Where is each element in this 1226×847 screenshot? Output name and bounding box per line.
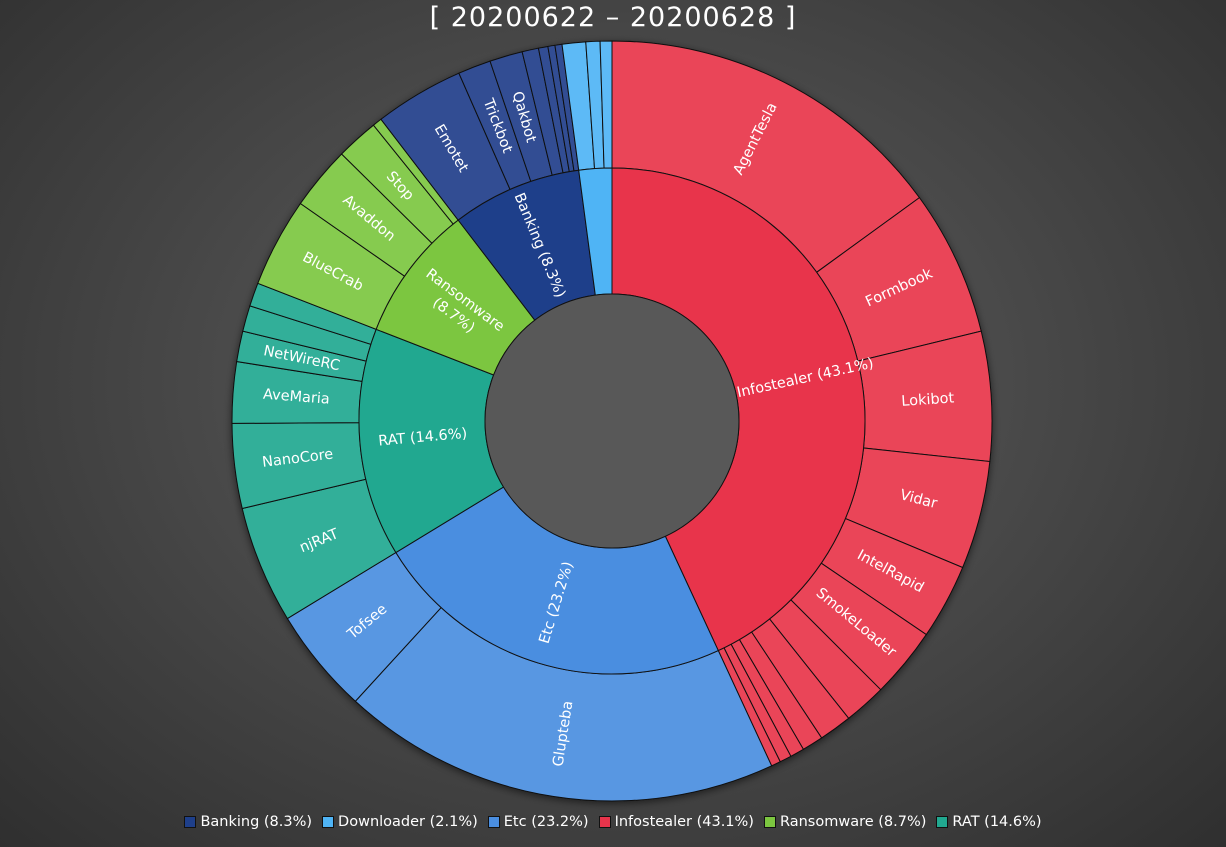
legend-label: RAT (14.6%) xyxy=(952,814,1042,830)
chart-title: [ 20200622 – 20200628 ] xyxy=(429,2,797,33)
outer-label-avemaria: AveMaria xyxy=(262,387,330,408)
inner-ring xyxy=(358,167,866,675)
legend-item-downloader[interactable]: Downloader (2.1%) xyxy=(322,814,478,830)
legend-label: Banking (8.3%) xyxy=(200,814,313,830)
legend-swatch xyxy=(936,816,949,828)
legend-label: Downloader (2.1%) xyxy=(338,814,478,830)
legend-item-banking[interactable]: Banking (8.3%) xyxy=(184,814,312,830)
legend-label: Etc (23.2%) xyxy=(503,814,589,830)
sunburst-chart: AgentTeslaFormbookLokibotVidarIntelRapid… xyxy=(231,40,993,802)
outer-label-lokibot: Lokibot xyxy=(901,390,955,409)
legend-swatch xyxy=(598,816,611,828)
legend-swatch xyxy=(487,816,500,828)
legend-item-rat[interactable]: RAT (14.6%) xyxy=(936,814,1042,830)
legend: Banking (8.3%) Downloader (2.1%) Etc (23.2… xyxy=(0,814,1226,830)
donut-hole xyxy=(484,293,740,549)
legend-item-infostealer[interactable]: Infostealer (43.1%) xyxy=(598,814,754,830)
inner-label-rat: RAT (14.6%) xyxy=(378,426,468,450)
legend-swatch xyxy=(763,816,776,828)
legend-item-etc[interactable]: Etc (23.2%) xyxy=(487,814,589,830)
legend-label: Infostealer (43.1%) xyxy=(614,814,754,830)
legend-label: Ransomware (8.7%) xyxy=(779,814,927,830)
outer-ring xyxy=(231,40,993,802)
legend-swatch xyxy=(322,816,335,828)
legend-item-ransomware[interactable]: Ransomware (8.7%) xyxy=(763,814,927,830)
legend-swatch xyxy=(184,816,197,828)
